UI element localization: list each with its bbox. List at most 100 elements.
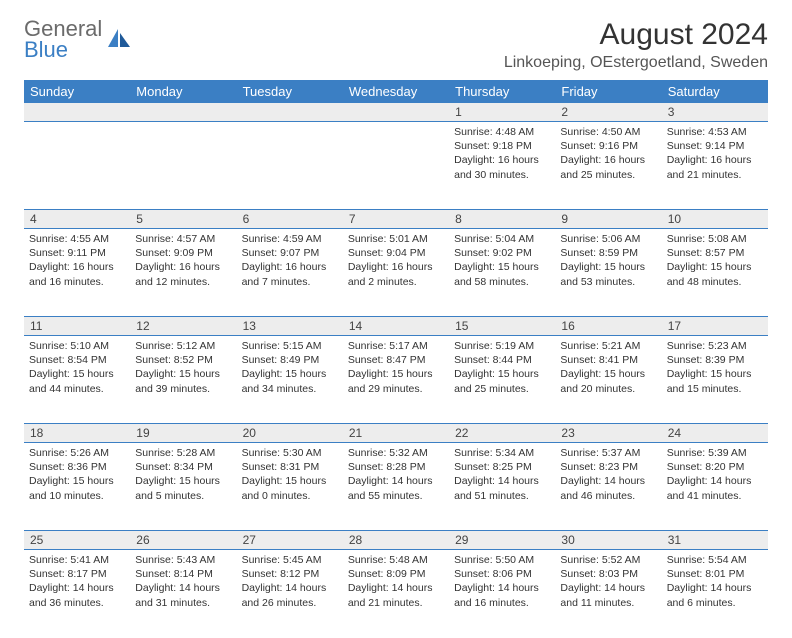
day-detail: Sunrise: 5:19 AMSunset: 8:44 PMDaylight:… bbox=[454, 339, 550, 396]
title-block: August 2024 Linkoeping, OEstergoetland, … bbox=[504, 18, 768, 72]
day-number: 27 bbox=[237, 531, 343, 550]
day-cell: Sunrise: 5:04 AMSunset: 9:02 PMDaylight:… bbox=[449, 229, 555, 317]
day-cell: Sunrise: 5:30 AMSunset: 8:31 PMDaylight:… bbox=[237, 443, 343, 531]
sunrise-text: Sunrise: 5:28 AM bbox=[135, 446, 231, 460]
day1-text: Daylight: 16 hours bbox=[667, 153, 763, 167]
day2-text: and 29 minutes. bbox=[348, 382, 444, 396]
day-detail: Sunrise: 4:48 AMSunset: 9:18 PMDaylight:… bbox=[454, 125, 550, 182]
day1-text: Daylight: 15 hours bbox=[29, 367, 125, 381]
day-number: 29 bbox=[449, 531, 555, 550]
day-number: 9 bbox=[555, 210, 661, 229]
day-cell: Sunrise: 5:45 AMSunset: 8:12 PMDaylight:… bbox=[237, 550, 343, 638]
day-cell bbox=[24, 122, 130, 210]
day-cell: Sunrise: 5:15 AMSunset: 8:49 PMDaylight:… bbox=[237, 336, 343, 424]
day1-text: Daylight: 15 hours bbox=[560, 260, 656, 274]
detail-row: Sunrise: 4:48 AMSunset: 9:18 PMDaylight:… bbox=[24, 122, 768, 210]
day-number: 19 bbox=[130, 424, 236, 443]
daynum-row: 18192021222324 bbox=[24, 424, 768, 443]
sunrise-text: Sunrise: 5:43 AM bbox=[135, 553, 231, 567]
day2-text: and 20 minutes. bbox=[560, 382, 656, 396]
sunrise-text: Sunrise: 4:55 AM bbox=[29, 232, 125, 246]
day-detail: Sunrise: 5:12 AMSunset: 8:52 PMDaylight:… bbox=[135, 339, 231, 396]
day-cell: Sunrise: 5:52 AMSunset: 8:03 PMDaylight:… bbox=[555, 550, 661, 638]
detail-row: Sunrise: 5:26 AMSunset: 8:36 PMDaylight:… bbox=[24, 443, 768, 531]
day2-text: and 5 minutes. bbox=[135, 489, 231, 503]
day-detail: Sunrise: 5:26 AMSunset: 8:36 PMDaylight:… bbox=[29, 446, 125, 503]
day2-text: and 46 minutes. bbox=[560, 489, 656, 503]
sunrise-text: Sunrise: 5:15 AM bbox=[242, 339, 338, 353]
day-detail: Sunrise: 5:48 AMSunset: 8:09 PMDaylight:… bbox=[348, 553, 444, 610]
day2-text: and 10 minutes. bbox=[29, 489, 125, 503]
day1-text: Daylight: 14 hours bbox=[242, 581, 338, 595]
sunrise-text: Sunrise: 4:57 AM bbox=[135, 232, 231, 246]
day2-text: and 44 minutes. bbox=[29, 382, 125, 396]
day1-text: Daylight: 16 hours bbox=[454, 153, 550, 167]
location-text: Linkoeping, OEstergoetland, Sweden bbox=[504, 54, 768, 72]
day-detail: Sunrise: 5:15 AMSunset: 8:49 PMDaylight:… bbox=[242, 339, 338, 396]
day-cell: Sunrise: 5:21 AMSunset: 8:41 PMDaylight:… bbox=[555, 336, 661, 424]
day-detail: Sunrise: 5:34 AMSunset: 8:25 PMDaylight:… bbox=[454, 446, 550, 503]
day-cell: Sunrise: 4:48 AMSunset: 9:18 PMDaylight:… bbox=[449, 122, 555, 210]
day1-text: Daylight: 15 hours bbox=[242, 367, 338, 381]
weekday-header: Saturday bbox=[662, 80, 768, 103]
sunrise-text: Sunrise: 5:50 AM bbox=[454, 553, 550, 567]
sunset-text: Sunset: 9:07 PM bbox=[242, 246, 338, 260]
sunset-text: Sunset: 8:44 PM bbox=[454, 353, 550, 367]
day1-text: Daylight: 14 hours bbox=[667, 581, 763, 595]
day2-text: and 30 minutes. bbox=[454, 168, 550, 182]
day-cell: Sunrise: 4:53 AMSunset: 9:14 PMDaylight:… bbox=[662, 122, 768, 210]
day-detail: Sunrise: 4:59 AMSunset: 9:07 PMDaylight:… bbox=[242, 232, 338, 289]
day-cell: Sunrise: 5:34 AMSunset: 8:25 PMDaylight:… bbox=[449, 443, 555, 531]
sunrise-text: Sunrise: 5:26 AM bbox=[29, 446, 125, 460]
day-cell: Sunrise: 5:39 AMSunset: 8:20 PMDaylight:… bbox=[662, 443, 768, 531]
day-number: 12 bbox=[130, 317, 236, 336]
sunset-text: Sunset: 8:28 PM bbox=[348, 460, 444, 474]
day2-text: and 51 minutes. bbox=[454, 489, 550, 503]
day-detail: Sunrise: 5:04 AMSunset: 9:02 PMDaylight:… bbox=[454, 232, 550, 289]
day1-text: Daylight: 15 hours bbox=[454, 260, 550, 274]
day1-text: Daylight: 16 hours bbox=[348, 260, 444, 274]
day-cell: Sunrise: 5:48 AMSunset: 8:09 PMDaylight:… bbox=[343, 550, 449, 638]
day-cell: Sunrise: 5:06 AMSunset: 8:59 PMDaylight:… bbox=[555, 229, 661, 317]
weekday-header: Monday bbox=[130, 80, 236, 103]
day-number: 5 bbox=[130, 210, 236, 229]
sunrise-text: Sunrise: 5:37 AM bbox=[560, 446, 656, 460]
day-detail: Sunrise: 5:39 AMSunset: 8:20 PMDaylight:… bbox=[667, 446, 763, 503]
day-number: 17 bbox=[662, 317, 768, 336]
day-cell: Sunrise: 4:57 AMSunset: 9:09 PMDaylight:… bbox=[130, 229, 236, 317]
sunrise-text: Sunrise: 5:52 AM bbox=[560, 553, 656, 567]
day2-text: and 21 minutes. bbox=[348, 596, 444, 610]
detail-row: Sunrise: 5:10 AMSunset: 8:54 PMDaylight:… bbox=[24, 336, 768, 424]
sunrise-text: Sunrise: 4:53 AM bbox=[667, 125, 763, 139]
day-number: 25 bbox=[24, 531, 130, 550]
sunset-text: Sunset: 9:04 PM bbox=[348, 246, 444, 260]
day-detail: Sunrise: 4:55 AMSunset: 9:11 PMDaylight:… bbox=[29, 232, 125, 289]
day2-text: and 15 minutes. bbox=[667, 382, 763, 396]
day-number bbox=[130, 103, 236, 122]
day-number: 24 bbox=[662, 424, 768, 443]
day-number: 8 bbox=[449, 210, 555, 229]
weekday-header: Tuesday bbox=[237, 80, 343, 103]
daynum-row: 123 bbox=[24, 103, 768, 122]
sunset-text: Sunset: 8:59 PM bbox=[560, 246, 656, 260]
daynum-row: 45678910 bbox=[24, 210, 768, 229]
day-number: 23 bbox=[555, 424, 661, 443]
day-number: 11 bbox=[24, 317, 130, 336]
day-cell: Sunrise: 4:50 AMSunset: 9:16 PMDaylight:… bbox=[555, 122, 661, 210]
sunrise-text: Sunrise: 5:08 AM bbox=[667, 232, 763, 246]
sunset-text: Sunset: 8:09 PM bbox=[348, 567, 444, 581]
day1-text: Daylight: 16 hours bbox=[135, 260, 231, 274]
day1-text: Daylight: 15 hours bbox=[560, 367, 656, 381]
sunrise-text: Sunrise: 5:48 AM bbox=[348, 553, 444, 567]
day-number: 22 bbox=[449, 424, 555, 443]
weekday-header: Wednesday bbox=[343, 80, 449, 103]
day-cell: Sunrise: 5:28 AMSunset: 8:34 PMDaylight:… bbox=[130, 443, 236, 531]
day-detail: Sunrise: 4:53 AMSunset: 9:14 PMDaylight:… bbox=[667, 125, 763, 182]
detail-row: Sunrise: 5:41 AMSunset: 8:17 PMDaylight:… bbox=[24, 550, 768, 638]
sunrise-text: Sunrise: 5:41 AM bbox=[29, 553, 125, 567]
calendar-table: SundayMondayTuesdayWednesdayThursdayFrid… bbox=[24, 80, 768, 638]
day-cell: Sunrise: 5:12 AMSunset: 8:52 PMDaylight:… bbox=[130, 336, 236, 424]
day-cell bbox=[130, 122, 236, 210]
day-detail: Sunrise: 5:52 AMSunset: 8:03 PMDaylight:… bbox=[560, 553, 656, 610]
day-cell: Sunrise: 5:23 AMSunset: 8:39 PMDaylight:… bbox=[662, 336, 768, 424]
